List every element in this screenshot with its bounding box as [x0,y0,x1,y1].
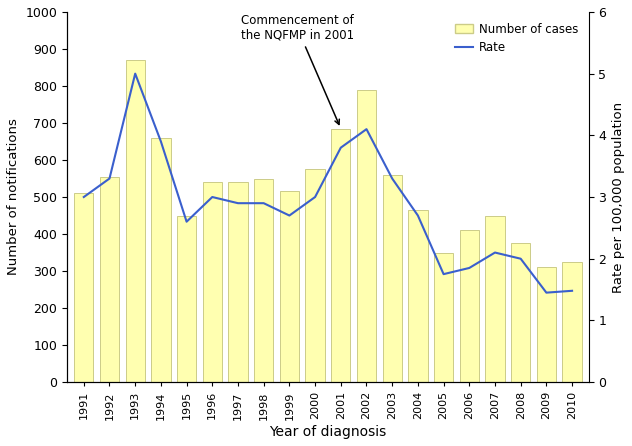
Bar [331,128,350,382]
Bar [382,175,402,382]
Legend: Number of cases, Rate: Number of cases, Rate [451,18,583,59]
Y-axis label: Rate per 100,000 population: Rate per 100,000 population [612,101,625,293]
Bar [459,230,479,382]
Bar [254,178,273,382]
Bar [177,215,196,382]
Bar [408,210,427,382]
Bar [100,177,119,382]
X-axis label: Year of diagnosis: Year of diagnosis [269,425,387,439]
Bar [74,193,94,382]
Bar [562,262,581,382]
Bar [228,182,248,382]
Bar [434,252,453,382]
Bar [280,191,299,382]
Bar [151,138,171,382]
Bar [305,169,325,382]
Bar [511,243,530,382]
Bar [537,267,556,382]
Bar [357,90,376,382]
Text: Commencement of
the NQFMP in 2001: Commencement of the NQFMP in 2001 [241,13,354,124]
Bar [126,60,145,382]
Bar [203,182,222,382]
Y-axis label: Number of notifications: Number of notifications [7,119,20,276]
Bar [485,215,504,382]
